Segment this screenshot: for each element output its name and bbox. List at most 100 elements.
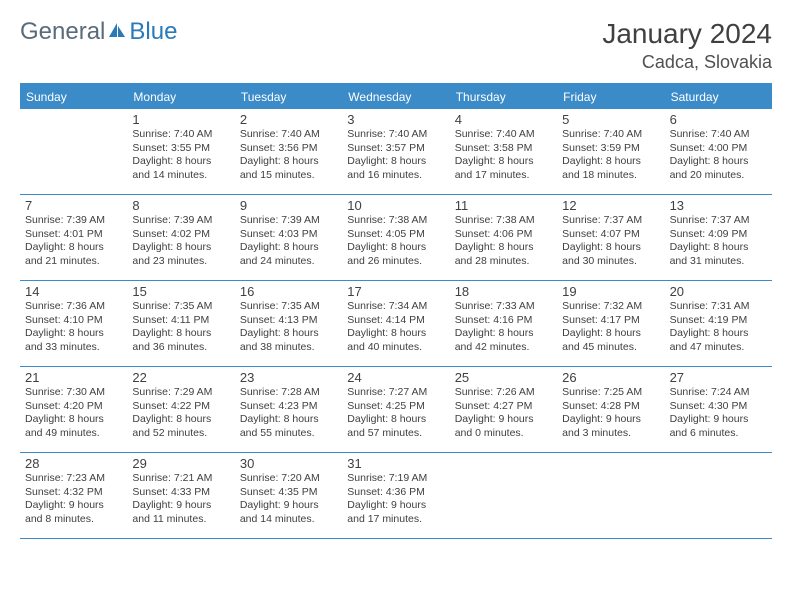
cell-sunrise: Sunrise: 7:28 AM xyxy=(240,386,337,400)
cell-sunset: Sunset: 4:05 PM xyxy=(347,228,444,242)
cell-sunset: Sunset: 3:55 PM xyxy=(132,142,229,156)
cell-sunrise: Sunrise: 7:35 AM xyxy=(240,300,337,314)
cell-sunset: Sunset: 4:14 PM xyxy=(347,314,444,328)
cell-sunset: Sunset: 4:35 PM xyxy=(240,486,337,500)
cell-sunset: Sunset: 4:25 PM xyxy=(347,400,444,414)
cell-sunrise: Sunrise: 7:38 AM xyxy=(455,214,552,228)
cell-dl2: and 3 minutes. xyxy=(562,427,659,441)
calendar-cell-blank xyxy=(665,453,772,539)
cell-sunrise: Sunrise: 7:40 AM xyxy=(347,128,444,142)
day-number: 4 xyxy=(455,112,552,127)
weekday-header: Saturday xyxy=(665,85,772,109)
calendar-cell: 4Sunrise: 7:40 AMSunset: 3:58 PMDaylight… xyxy=(450,109,557,195)
day-number: 7 xyxy=(25,198,122,213)
calendar-cell: 29Sunrise: 7:21 AMSunset: 4:33 PMDayligh… xyxy=(127,453,234,539)
cell-dl1: Daylight: 8 hours xyxy=(132,413,229,427)
cell-dl1: Daylight: 8 hours xyxy=(132,327,229,341)
cell-dl1: Daylight: 8 hours xyxy=(670,241,767,255)
cell-dl2: and 55 minutes. xyxy=(240,427,337,441)
cell-sunset: Sunset: 4:10 PM xyxy=(25,314,122,328)
day-number: 25 xyxy=(455,370,552,385)
cell-dl2: and 30 minutes. xyxy=(562,255,659,269)
cell-sunrise: Sunrise: 7:23 AM xyxy=(25,472,122,486)
day-number: 26 xyxy=(562,370,659,385)
cell-dl1: Daylight: 8 hours xyxy=(347,413,444,427)
cell-dl1: Daylight: 8 hours xyxy=(347,155,444,169)
cell-dl1: Daylight: 9 hours xyxy=(347,499,444,513)
cell-dl2: and 26 minutes. xyxy=(347,255,444,269)
cell-dl1: Daylight: 8 hours xyxy=(455,155,552,169)
cell-dl2: and 52 minutes. xyxy=(132,427,229,441)
calendar-cell: 21Sunrise: 7:30 AMSunset: 4:20 PMDayligh… xyxy=(20,367,127,453)
weekday-header: Friday xyxy=(557,85,664,109)
cell-sunset: Sunset: 3:57 PM xyxy=(347,142,444,156)
cell-dl1: Daylight: 8 hours xyxy=(240,413,337,427)
weekday-header: Tuesday xyxy=(235,85,342,109)
weekday-header: Thursday xyxy=(450,85,557,109)
cell-dl1: Daylight: 8 hours xyxy=(670,155,767,169)
cell-sunrise: Sunrise: 7:40 AM xyxy=(670,128,767,142)
calendar-cell-blank xyxy=(450,453,557,539)
day-number: 27 xyxy=(670,370,767,385)
calendar-cell-blank xyxy=(557,453,664,539)
weekday-header: Monday xyxy=(127,85,234,109)
day-number: 6 xyxy=(670,112,767,127)
cell-sunrise: Sunrise: 7:39 AM xyxy=(25,214,122,228)
day-number: 17 xyxy=(347,284,444,299)
day-number: 15 xyxy=(132,284,229,299)
day-number: 1 xyxy=(132,112,229,127)
cell-sunrise: Sunrise: 7:40 AM xyxy=(132,128,229,142)
day-number: 24 xyxy=(347,370,444,385)
day-number: 31 xyxy=(347,456,444,471)
calendar-cell: 14Sunrise: 7:36 AMSunset: 4:10 PMDayligh… xyxy=(20,281,127,367)
calendar-cell: 23Sunrise: 7:28 AMSunset: 4:23 PMDayligh… xyxy=(235,367,342,453)
cell-dl2: and 31 minutes. xyxy=(670,255,767,269)
cell-sunrise: Sunrise: 7:33 AM xyxy=(455,300,552,314)
calendar-cell: 13Sunrise: 7:37 AMSunset: 4:09 PMDayligh… xyxy=(665,195,772,281)
location: Cadca, Slovakia xyxy=(602,52,772,73)
cell-sunrise: Sunrise: 7:25 AM xyxy=(562,386,659,400)
cell-dl1: Daylight: 8 hours xyxy=(670,327,767,341)
cell-dl2: and 24 minutes. xyxy=(240,255,337,269)
header: General Blue January 2024 Cadca, Slovaki… xyxy=(20,18,772,73)
day-number: 29 xyxy=(132,456,229,471)
calendar-cell: 9Sunrise: 7:39 AMSunset: 4:03 PMDaylight… xyxy=(235,195,342,281)
month-title: January 2024 xyxy=(602,18,772,50)
cell-sunrise: Sunrise: 7:40 AM xyxy=(240,128,337,142)
day-number: 12 xyxy=(562,198,659,213)
calendar-cell: 19Sunrise: 7:32 AMSunset: 4:17 PMDayligh… xyxy=(557,281,664,367)
cell-dl2: and 28 minutes. xyxy=(455,255,552,269)
cell-dl1: Daylight: 8 hours xyxy=(240,155,337,169)
day-number: 28 xyxy=(25,456,122,471)
cell-dl1: Daylight: 9 hours xyxy=(670,413,767,427)
cell-dl2: and 14 minutes. xyxy=(240,513,337,527)
cell-dl2: and 17 minutes. xyxy=(347,513,444,527)
cell-dl2: and 47 minutes. xyxy=(670,341,767,355)
cell-dl1: Daylight: 9 hours xyxy=(132,499,229,513)
weekday-header: Wednesday xyxy=(342,85,449,109)
cell-dl1: Daylight: 8 hours xyxy=(25,413,122,427)
cell-dl2: and 20 minutes. xyxy=(670,169,767,183)
cell-sunset: Sunset: 3:56 PM xyxy=(240,142,337,156)
cell-sunrise: Sunrise: 7:35 AM xyxy=(132,300,229,314)
cell-sunset: Sunset: 4:11 PM xyxy=(132,314,229,328)
cell-dl1: Daylight: 9 hours xyxy=(455,413,552,427)
cell-sunset: Sunset: 4:03 PM xyxy=(240,228,337,242)
cell-sunset: Sunset: 3:58 PM xyxy=(455,142,552,156)
day-number: 2 xyxy=(240,112,337,127)
cell-sunset: Sunset: 4:06 PM xyxy=(455,228,552,242)
cell-dl2: and 11 minutes. xyxy=(132,513,229,527)
day-number: 30 xyxy=(240,456,337,471)
cell-dl1: Daylight: 8 hours xyxy=(240,241,337,255)
cell-sunrise: Sunrise: 7:38 AM xyxy=(347,214,444,228)
day-number: 8 xyxy=(132,198,229,213)
calendar-cell: 26Sunrise: 7:25 AMSunset: 4:28 PMDayligh… xyxy=(557,367,664,453)
cell-sunrise: Sunrise: 7:27 AM xyxy=(347,386,444,400)
cell-sunrise: Sunrise: 7:37 AM xyxy=(670,214,767,228)
cell-sunset: Sunset: 4:23 PM xyxy=(240,400,337,414)
cell-sunrise: Sunrise: 7:19 AM xyxy=(347,472,444,486)
logo-text-general: General xyxy=(20,18,105,46)
cell-dl1: Daylight: 8 hours xyxy=(132,155,229,169)
cell-dl1: Daylight: 8 hours xyxy=(132,241,229,255)
cell-sunset: Sunset: 4:01 PM xyxy=(25,228,122,242)
